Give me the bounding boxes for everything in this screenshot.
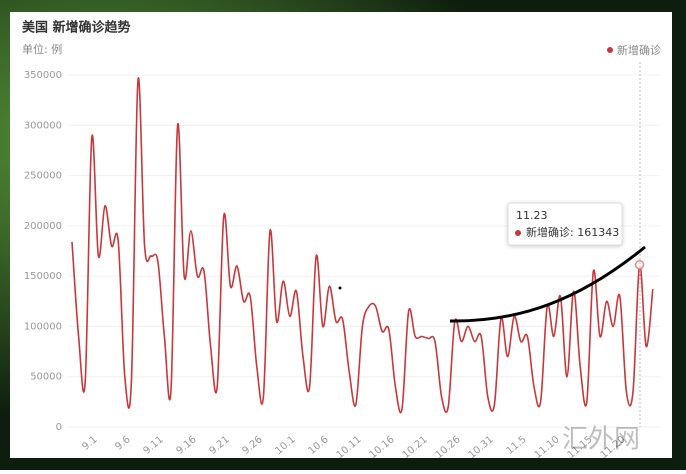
series-line	[71, 77, 654, 414]
y-tick-label: 250000	[24, 171, 62, 182]
tooltip-box	[507, 202, 623, 246]
watermark: 汇外网	[562, 425, 640, 455]
tooltip-title: 11.23	[516, 209, 548, 222]
legend-marker	[607, 47, 613, 53]
y-tick-label: 150000	[24, 271, 62, 282]
hand-drawn-annotation	[449, 245, 646, 323]
chart-title: 美国 新增确诊趋势	[22, 20, 131, 36]
y-tick-label: 100000	[24, 321, 62, 332]
tooltip-sep: :	[570, 226, 577, 239]
y-tick-label: 0	[56, 422, 62, 433]
y-tick-label: 300000	[24, 120, 62, 131]
tooltip-series: 新增确诊	[526, 225, 570, 239]
y-tick-label: 200000	[24, 221, 62, 232]
chart-subtitle: 单位: 例	[22, 42, 62, 56]
annotation-dot	[338, 286, 342, 290]
tooltip: 11.23 新增确诊: 161343	[507, 202, 623, 246]
tooltip-dot	[515, 230, 521, 236]
y-tick-label: 50000	[30, 372, 62, 383]
legend-label[interactable]: 新增确诊	[617, 43, 661, 57]
y-tick-label: 350000	[24, 70, 62, 81]
highlight-point	[634, 259, 645, 270]
tooltip-number: 161343	[577, 226, 619, 239]
tooltip-value: 新增确诊: 161343	[526, 225, 619, 239]
